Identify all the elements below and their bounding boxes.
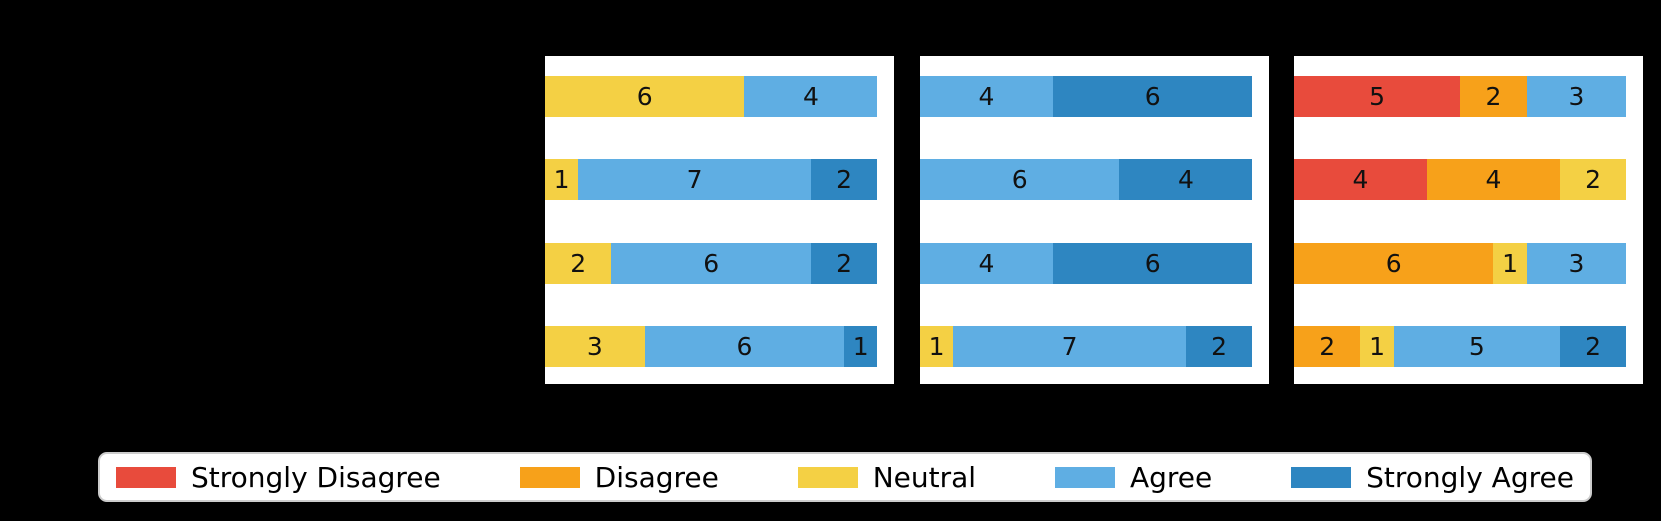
- bar-segment-strongly-agree: 2: [810, 159, 878, 201]
- bar-segment-agree: 7: [578, 159, 811, 201]
- legend-swatch-strongly-agree: [1291, 466, 1352, 488]
- bar-segment-disagree: 2: [1294, 325, 1361, 367]
- bar-segment-agree: 4: [744, 76, 878, 117]
- legend-item-neutral: Neutral: [797, 460, 977, 494]
- bar-segment-disagree: 2: [1460, 76, 1527, 117]
- bar-segment-strongly-disagree: 4: [1294, 159, 1427, 201]
- bar-segment-agree: 5: [1393, 325, 1560, 367]
- bar-segment-agree: 7: [953, 325, 1186, 367]
- legend-label: Strongly Disagree: [191, 460, 441, 494]
- bar-segment-neutral: 6: [545, 76, 745, 117]
- bar-segment-strongly-agree: 4: [1119, 159, 1253, 201]
- bar-segment-strongly-agree: 6: [1052, 76, 1253, 117]
- bar-segment-agree: 6: [611, 242, 811, 284]
- bar-segment-agree: 3: [1526, 242, 1627, 284]
- legend-item-disagree: Disagree: [519, 460, 719, 494]
- legend: Strongly Disagree Disagree Neutral Agree Str…: [98, 452, 1592, 502]
- legend-swatch-agree: [1054, 466, 1115, 488]
- bar-segment-neutral: 1: [920, 325, 954, 367]
- bar-segment-neutral: 1: [1360, 325, 1394, 367]
- bar-segment-disagree: 4: [1426, 159, 1560, 201]
- bar-segment-agree: 4: [920, 242, 1053, 284]
- bar-segment-strongly-agree: 2: [1185, 325, 1253, 367]
- bar-segment-neutral: 1: [1493, 242, 1527, 284]
- legend-label: Strongly Agree: [1366, 460, 1574, 494]
- bar-segment-neutral: 1: [545, 159, 579, 201]
- legend-label: Disagree: [594, 460, 719, 494]
- bar-segment-strongly-agree: 6: [1052, 242, 1253, 284]
- legend-item-strongly-disagree: Strongly Disagree: [116, 461, 441, 494]
- bar-segment-agree: 4: [920, 76, 1053, 117]
- bar-segment-disagree: 6: [1294, 242, 1494, 284]
- bar-segment-agree: 6: [644, 325, 845, 367]
- legend-swatch-disagree: [519, 466, 580, 488]
- bar-segment-strongly-agree: 2: [810, 242, 878, 284]
- legend-item-strongly-agree: Strongly Agree: [1291, 461, 1574, 494]
- bar-segment-strongly-agree: 2: [1559, 325, 1627, 367]
- legend-label: Neutral: [872, 460, 977, 494]
- bar-segment-agree: 3: [1526, 76, 1627, 117]
- bar-segment-neutral: 2: [1559, 159, 1627, 201]
- bar-segment-strongly-agree: 1: [844, 325, 878, 367]
- bar-segment-strongly-disagree: 5: [1294, 76, 1461, 117]
- legend-label: Agree: [1129, 460, 1213, 494]
- bar-segment-neutral: 3: [545, 325, 645, 367]
- legend-item-agree: Agree: [1054, 460, 1213, 494]
- bar-segment-agree: 6: [920, 159, 1120, 201]
- legend-swatch-neutral: [797, 466, 858, 488]
- legend-swatch-strongly-disagree: [116, 466, 176, 488]
- bar-segment-neutral: 2: [545, 242, 612, 284]
